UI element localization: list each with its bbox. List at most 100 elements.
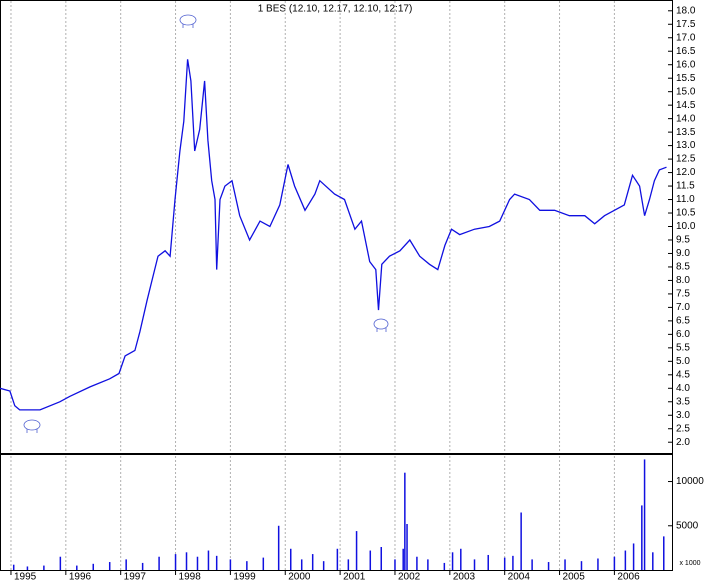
- y-tick-label: 12.5: [676, 154, 696, 165]
- y-tick-label: 14.5: [676, 100, 696, 111]
- x-tick-label: 1995: [14, 572, 37, 582]
- y-tick-label: 7.5: [676, 289, 690, 300]
- volume-bar: [531, 559, 533, 570]
- volume-bar: [336, 548, 339, 570]
- volume-bar: [207, 550, 210, 570]
- volume-bar: [229, 559, 232, 570]
- y-tick-label: 18.0: [676, 5, 696, 16]
- volume-bar: [277, 525, 280, 570]
- y-tick-label: 5.5: [676, 342, 690, 353]
- volume-bar: [215, 555, 218, 570]
- volume-bar: [564, 559, 566, 570]
- x-tick-label: 2005: [563, 572, 586, 582]
- bull-icon: [179, 14, 197, 28]
- volume-bar: [43, 565, 45, 570]
- volume-bar: [624, 550, 627, 570]
- volume-panel: [0, 454, 673, 571]
- y-tick-label: 17.0: [676, 32, 696, 43]
- volume-bar: [416, 556, 418, 570]
- volume-bar: [92, 563, 95, 570]
- y-tick-label: 11.0: [676, 194, 695, 205]
- y-tick-label: 3.5: [676, 396, 690, 407]
- x-tick-label: 1996: [69, 572, 92, 582]
- x-tick-label: 2003: [453, 572, 476, 582]
- y-tick-label: 14.0: [676, 113, 696, 124]
- y-tick-label: 13.0: [676, 140, 696, 151]
- volume-bar: [300, 559, 303, 570]
- volume-bar: [487, 554, 489, 570]
- y-tick-label: 4.0: [676, 383, 690, 394]
- volume-bar: [76, 565, 78, 570]
- y-tick-label: 8.5: [676, 262, 690, 273]
- y-tick-label: 5000: [676, 520, 699, 531]
- x-tick-label: 1999: [233, 572, 256, 582]
- y-tick-label: 11.5: [676, 181, 695, 192]
- volume-unit: x 1000: [679, 560, 700, 567]
- price-line: [0, 59, 667, 411]
- y-tick-label: 17.5: [676, 19, 696, 30]
- volume-bar: [663, 536, 665, 570]
- y-tick-label: 13.5: [676, 127, 696, 138]
- volume-bar: [246, 561, 248, 570]
- volume-bar: [580, 561, 583, 570]
- volume-bar: [125, 559, 127, 570]
- y-tick-label: 3.0: [676, 410, 690, 421]
- y-tick-label: 5.0: [676, 356, 690, 367]
- y-tick-label: 6.0: [676, 329, 690, 340]
- volume-bar: [503, 557, 506, 570]
- volume-bar: [512, 555, 514, 570]
- volume-bar: [394, 559, 396, 570]
- volume-bar: [262, 557, 265, 570]
- volume-bar: [641, 505, 643, 570]
- x-tick-label: 2006: [617, 572, 640, 582]
- x-tick-label: 1997: [124, 572, 147, 582]
- y-tick-label: 8.0: [676, 275, 690, 286]
- volume-bar: [643, 459, 646, 570]
- x-tick-label: 1998: [179, 572, 202, 582]
- chart-title: 1 BES (12.10, 12.17, 12.10, 12:17): [258, 4, 413, 15]
- volume-bar: [174, 554, 177, 570]
- y-tick-label: 10000: [676, 476, 704, 487]
- y-tick-label: 6.5: [676, 316, 690, 327]
- bear-icon: [23, 419, 41, 433]
- volume-bar: [108, 562, 111, 570]
- volume-bar: [406, 524, 408, 570]
- x-tick-label: 2002: [398, 572, 421, 582]
- x-tick-label: 2001: [343, 572, 366, 582]
- volume-bar: [185, 552, 188, 570]
- y-tick-label: 10.0: [676, 221, 696, 232]
- y-tick-label: 7.0: [676, 302, 690, 313]
- volume-bar: [12, 564, 15, 570]
- y-tick-label: 10.5: [676, 208, 696, 219]
- y-tick-label: 16.0: [676, 59, 696, 70]
- y-tick-label: 2.0: [676, 437, 690, 448]
- volume-bar: [369, 550, 372, 570]
- volume-bar: [158, 556, 160, 570]
- volume-bar: [402, 548, 404, 570]
- volume-bar: [597, 558, 599, 570]
- price-panel: [0, 0, 673, 454]
- volume-bar: [26, 566, 29, 570]
- volume-bar: [613, 556, 616, 570]
- bear-icon: [373, 318, 389, 332]
- volume-bar: [652, 552, 654, 570]
- volume-bar: [451, 552, 454, 570]
- volume-bar: [460, 548, 462, 570]
- y-tick-label: 16.5: [676, 46, 696, 57]
- volume-bar: [59, 556, 62, 570]
- y-tick-label: 15.5: [676, 73, 696, 84]
- volume-bar: [404, 472, 406, 570]
- volume-bar: [473, 559, 476, 570]
- volume-bar: [289, 548, 292, 570]
- volume-bar: [380, 547, 383, 570]
- volume-bar: [632, 543, 635, 570]
- volume-bar: [520, 512, 522, 570]
- y-tick-label: 2.5: [676, 423, 690, 434]
- volume-bar: [355, 531, 358, 570]
- y-tick-label: 12.0: [676, 167, 696, 178]
- volume-bar: [311, 554, 314, 570]
- volume-bar: [443, 562, 446, 570]
- volume-bar: [322, 561, 325, 570]
- volume-bar: [547, 562, 550, 570]
